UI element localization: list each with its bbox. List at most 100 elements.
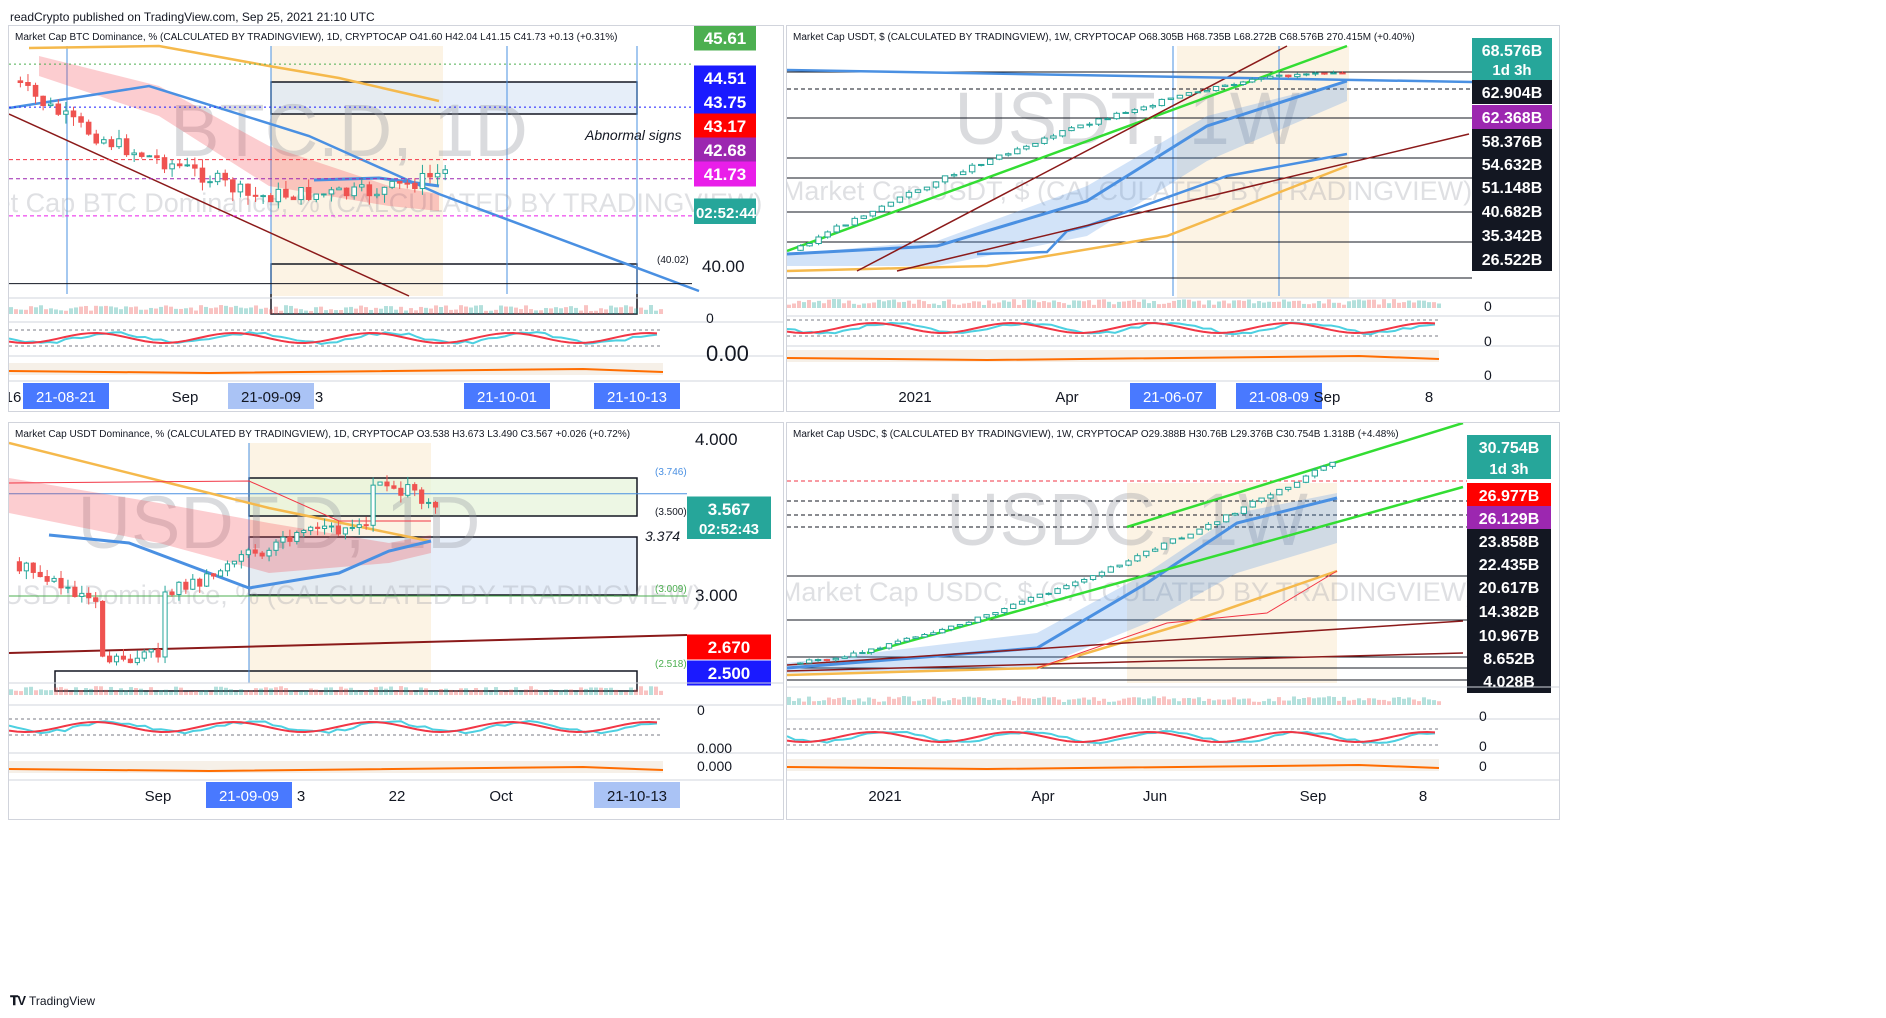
btc-dominance-chart[interactable]: Market Cap BTC Dominance, % (CALCULATED … [8,25,784,412]
candle-body [992,612,999,616]
x-axis-highlight [23,383,109,409]
volume-bar [109,686,113,695]
candle-body [391,485,397,489]
price-label-bg [694,137,756,163]
candle-body [1059,130,1066,137]
candle-body [224,563,231,572]
candle-body [1194,91,1202,94]
volume-bar [1002,300,1006,308]
volume-bar [234,691,238,695]
volume-bar [872,302,876,308]
volume-bar [364,690,368,695]
annotation-level: 3.374 [645,528,680,544]
volume-bar [1147,303,1151,308]
volume-bar [1347,700,1351,705]
candle-body [37,571,43,578]
volume-bar [1242,300,1246,308]
volume-bar [574,307,578,314]
volume-bar [624,691,628,695]
chart-title: Market Cap USDT, $ (CALCULATED BY TRADIN… [793,32,1415,43]
volume-bar [29,306,33,314]
volume-bar [389,306,393,314]
candle-body [217,570,224,577]
x-tick-label: 21-10-13 [607,788,667,805]
volume-bar [249,690,253,695]
candle-body [1143,550,1150,557]
volume-bar [434,691,438,695]
x-tick-label: Apr [1055,389,1078,406]
volume-bar [639,307,643,314]
volume-bar [294,691,298,695]
candle-body [1258,497,1265,502]
candle-body [363,524,369,527]
price-label-bg [694,65,756,91]
indicator-value: 0 [1484,298,1492,314]
volume-bar [1012,299,1016,308]
volume-bar [1392,299,1396,308]
volume-bar [1232,697,1236,705]
usdc-market-cap-chart[interactable]: Market Cap USDC, $ (CALCULATED BY TRADIN… [786,422,1560,820]
volume-bar [902,301,906,308]
volume-bar [219,305,223,314]
volume-bar [149,307,153,314]
volume-bar [499,690,503,695]
volume-bar [1127,300,1131,308]
x-tick-label: 21-06-07 [1143,389,1203,406]
candle-body [266,549,272,557]
volume-bar [99,686,103,695]
volume-bar [309,688,313,695]
volume-bar [1317,697,1321,705]
volume-bar [1412,302,1416,308]
candle-body [965,621,973,626]
volume-bar [74,307,78,314]
volume-bar [1142,299,1146,308]
volume-bar [792,701,796,705]
volume-bar [1052,697,1056,705]
x-tick-label: Sep [172,389,199,406]
candle-body [427,172,433,178]
volume-bar [299,691,303,695]
volume-bar [977,697,981,705]
candle-body [1160,542,1168,550]
tradingview-footer[interactable]: 𝐓V TradingView [10,993,95,1009]
candle-body [1239,81,1247,85]
volume-bar [439,307,443,314]
range-box-mid [248,536,638,596]
volume-bar [1007,699,1011,705]
volume-bar [224,305,228,314]
volume-bar [314,689,318,695]
volume-bar [1382,699,1386,705]
volume-bar [529,686,533,695]
volume-bar [962,696,966,705]
volume-bar [932,696,936,705]
volume-bar [1187,697,1191,705]
volume-bar [1127,697,1131,705]
price-label: 43.75 [704,93,747,112]
candle-body [1063,585,1070,590]
candle-body [63,110,69,115]
volume-bar [179,687,183,695]
volume-bar [524,305,528,314]
oscillator-line [787,321,1436,336]
usdt-market-cap-chart[interactable]: Market Cap USDT, $ (CALCULATED BY TRADIN… [786,25,1560,412]
chart-title: Market Cap USDC, $ (CALCULATED BY TRADIN… [793,429,1399,440]
candle-body [366,184,373,197]
candle-body [442,169,448,174]
usdt-dominance-chart[interactable]: Market Cap USDT Dominance, % (CALCULATED… [8,422,784,820]
volume-bar [957,304,961,308]
candle-body [328,525,335,528]
volume-bar [24,687,28,695]
usdt-dominance-chart-svg: Market Cap USDT Dominance, % (CALCULATED… [9,429,783,808]
volume-bar [339,686,343,695]
price-label-bg [1467,552,1551,576]
volume-bar [902,696,906,705]
candle-body [426,501,432,504]
volume-bar [1417,300,1421,308]
volume-bar [589,310,593,314]
volume-bar [634,689,638,695]
volume-bar [24,309,28,314]
volume-bar [972,697,976,705]
volume-bar [39,689,43,695]
volume-bar [1082,697,1086,705]
volume-bar [279,686,283,695]
